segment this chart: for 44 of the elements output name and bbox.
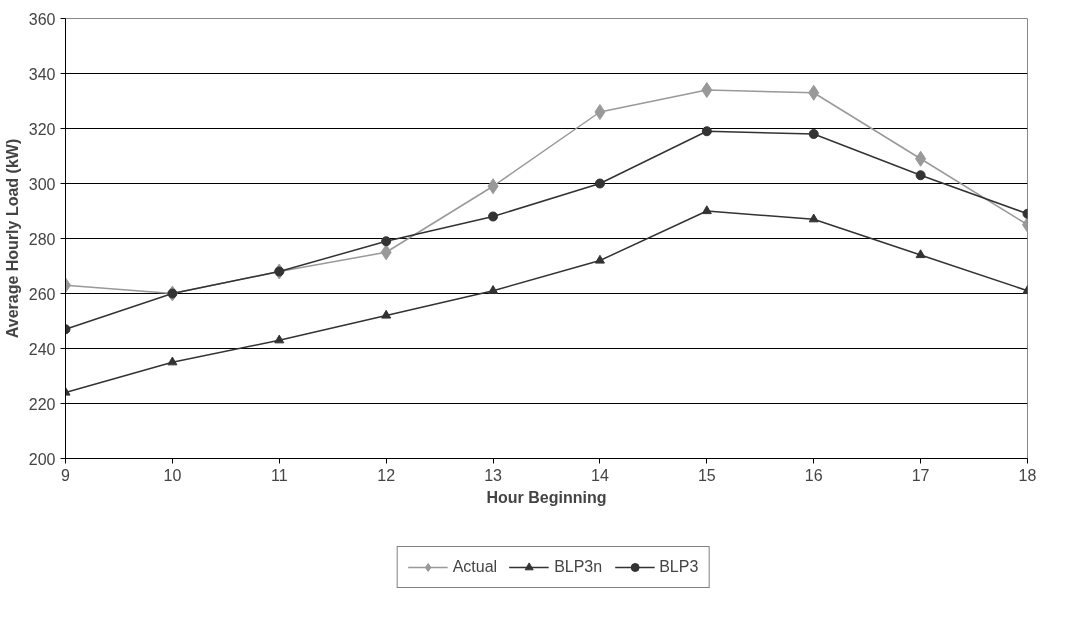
legend-label: Actual	[452, 557, 498, 576]
point	[487, 178, 499, 195]
point	[701, 82, 713, 98]
x-tick-label: 9	[61, 466, 71, 484]
y-tick-label: 240	[28, 340, 56, 358]
y-tick-label: 200	[28, 450, 56, 468]
point	[381, 309, 392, 319]
point	[915, 150, 927, 167]
y-tick-label: 320	[28, 120, 56, 138]
y-tick-label: 220	[28, 395, 56, 413]
point	[380, 244, 392, 261]
legend-label: BLP3	[659, 557, 699, 576]
point	[701, 205, 712, 215]
x-axis-title: Hour Beginning	[486, 488, 607, 506]
point	[594, 254, 605, 264]
x-tick-label: 12	[377, 466, 396, 484]
y-axis-title: Average Hourly Load (kW)	[3, 138, 21, 339]
x-tick-label: 15	[697, 466, 716, 484]
point	[808, 84, 820, 101]
y-tick-label: 340	[28, 65, 56, 83]
y-tick-label: 300	[28, 175, 56, 193]
x-tick-label: 18	[1018, 466, 1037, 484]
point	[915, 249, 926, 259]
y-tick-label: 280	[28, 230, 56, 248]
y-tick-label: 260	[28, 285, 56, 303]
point	[167, 356, 178, 366]
point	[274, 334, 285, 344]
x-tick-label: 10	[163, 466, 182, 484]
point	[808, 129, 819, 139]
point	[594, 104, 606, 120]
point	[808, 213, 819, 223]
point	[488, 285, 499, 294]
x-tick-label: 16	[804, 466, 823, 484]
point	[915, 170, 926, 181]
point	[594, 178, 605, 189]
point	[488, 211, 499, 222]
x-tick-label: 17	[911, 466, 930, 484]
y-tick-label: 360	[28, 10, 56, 28]
point	[381, 236, 392, 247]
x-tick-label: 13	[484, 466, 503, 484]
x-tick-label: 14	[591, 466, 609, 484]
legend-label: BLP3n	[554, 557, 603, 576]
x-tick-label: 11	[270, 466, 288, 484]
point	[701, 126, 712, 137]
